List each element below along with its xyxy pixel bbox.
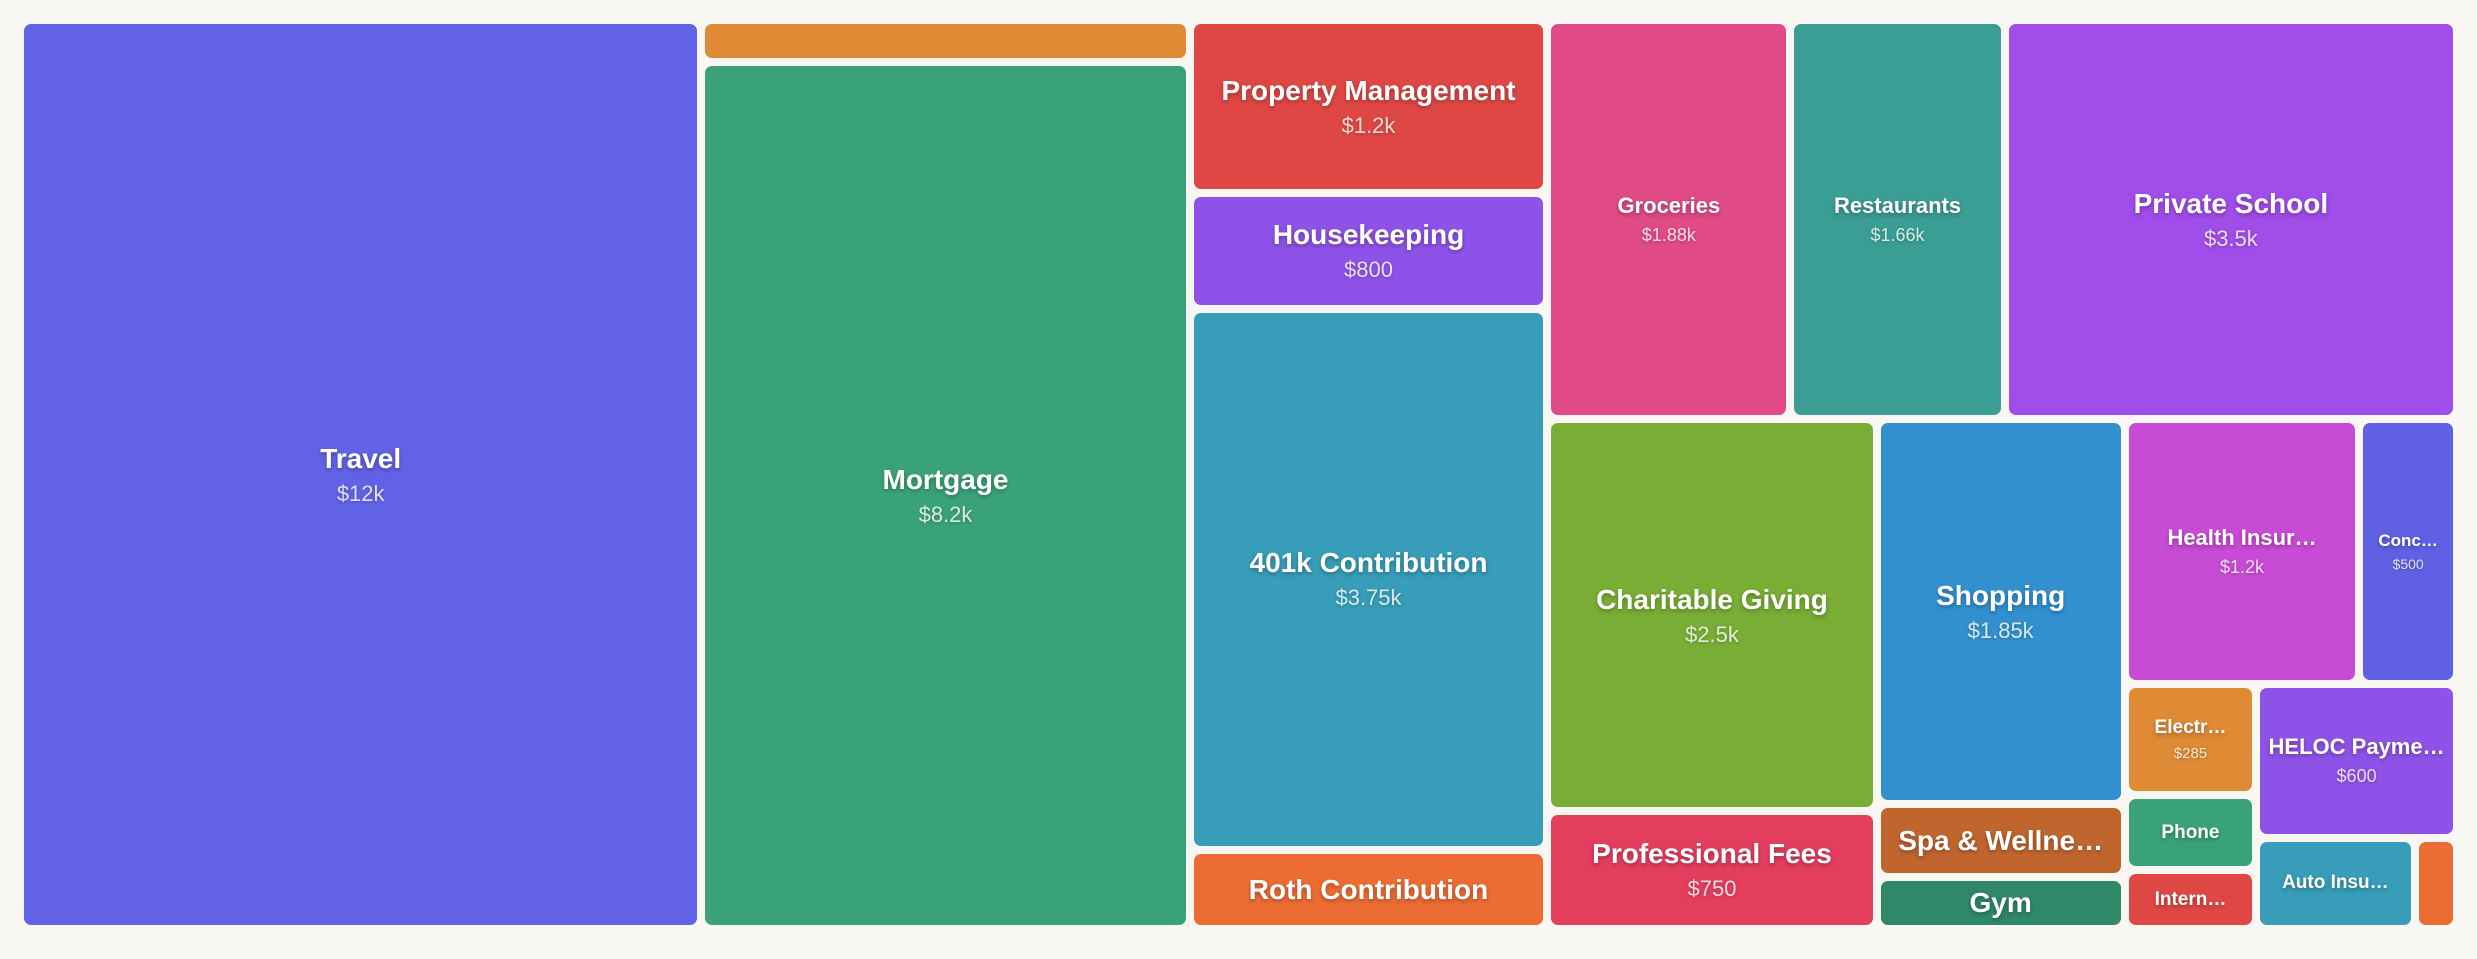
tile-value: $750 bbox=[1687, 876, 1737, 902]
tile: 401k Contribution $3.75k bbox=[1193, 312, 1544, 846]
tile-label: Conc… bbox=[2378, 530, 2438, 550]
tile: HELOC Payme… $600 bbox=[2260, 687, 2453, 834]
tile: Conc… $500 bbox=[2363, 423, 2453, 680]
tile: Roth Contribution bbox=[1193, 853, 1544, 925]
tile-value: $1.2k bbox=[2219, 556, 2265, 577]
tile: Mortgage $8.2k bbox=[705, 66, 1186, 925]
tile-label: Auto Insu… bbox=[2282, 872, 2389, 894]
tile: Auto Insu… bbox=[2260, 841, 2411, 925]
tile: Gym bbox=[1880, 881, 2121, 925]
tile: Phone bbox=[2128, 799, 2253, 867]
tile-value: $800 bbox=[1344, 257, 1393, 283]
tile-label: Phone bbox=[2161, 821, 2220, 843]
tile: Travel $12k bbox=[24, 24, 698, 925]
tile-value: $1.85k bbox=[1967, 618, 2034, 644]
tile: Private School $3.5k bbox=[2008, 24, 2453, 416]
tile-label: Private School bbox=[2133, 187, 2329, 219]
tile-value: $1.88k bbox=[1641, 224, 1696, 245]
tile-value: $12k bbox=[336, 480, 385, 506]
tile-label: Gym bbox=[1969, 887, 2032, 919]
tile-value: $8.2k bbox=[918, 501, 973, 527]
tile: Charitable Giving $2.5k bbox=[1551, 423, 1873, 808]
tile: Property Management $1.2k bbox=[1193, 24, 1544, 190]
tile: Electr… $285 bbox=[2128, 687, 2253, 792]
tile-value: $2.5k bbox=[1685, 621, 1739, 647]
tile: Professional Fees $750 bbox=[1551, 815, 1873, 925]
tile: Restaurants $1.66k bbox=[1794, 24, 2001, 416]
tile: Housekeeping $800 bbox=[1193, 197, 1544, 305]
tile-label: Restaurants bbox=[1833, 193, 1962, 219]
tile-value: $1.66k bbox=[1870, 224, 1925, 245]
tile-label: Groceries bbox=[1617, 193, 1721, 219]
tile-value: $1.2k bbox=[1341, 112, 1396, 138]
tile bbox=[705, 24, 1186, 59]
tile: Spa & Wellne… bbox=[1880, 808, 2121, 873]
tile-label: Property Management bbox=[1221, 74, 1516, 106]
tile-label: Professional Fees bbox=[1592, 838, 1832, 870]
tile-value: $3.75k bbox=[1335, 585, 1402, 611]
tile-label: Roth Contribution bbox=[1248, 873, 1489, 905]
tile-label: Mortgage bbox=[882, 463, 1009, 495]
tile-value: $600 bbox=[2336, 765, 2377, 786]
tile-label: Intern… bbox=[2154, 888, 2227, 910]
tile-label: Housekeeping bbox=[1272, 219, 1465, 251]
tile-label: 401k Contribution bbox=[1249, 547, 1488, 579]
tile-label: HELOC Payme… bbox=[2268, 734, 2445, 760]
tile bbox=[2418, 841, 2453, 925]
tile-label: Travel bbox=[320, 442, 402, 474]
tile: Intern… bbox=[2128, 874, 2253, 925]
tile: Groceries $1.88k bbox=[1551, 24, 1787, 416]
tile-label: Charitable Giving bbox=[1596, 583, 1828, 615]
tile: Health Insur… $1.2k bbox=[2128, 423, 2356, 680]
tile-label: Spa & Wellne… bbox=[1898, 825, 2104, 857]
tile-label: Shopping bbox=[1936, 580, 2066, 612]
tile-value: $500 bbox=[2392, 556, 2424, 573]
tile-value: $285 bbox=[2173, 744, 2208, 762]
tile-label: Health Insur… bbox=[2167, 525, 2317, 551]
tile-value: $3.5k bbox=[2203, 225, 2258, 251]
tile-label: Electr… bbox=[2154, 716, 2227, 738]
tile: Shopping $1.85k bbox=[1880, 423, 2121, 801]
